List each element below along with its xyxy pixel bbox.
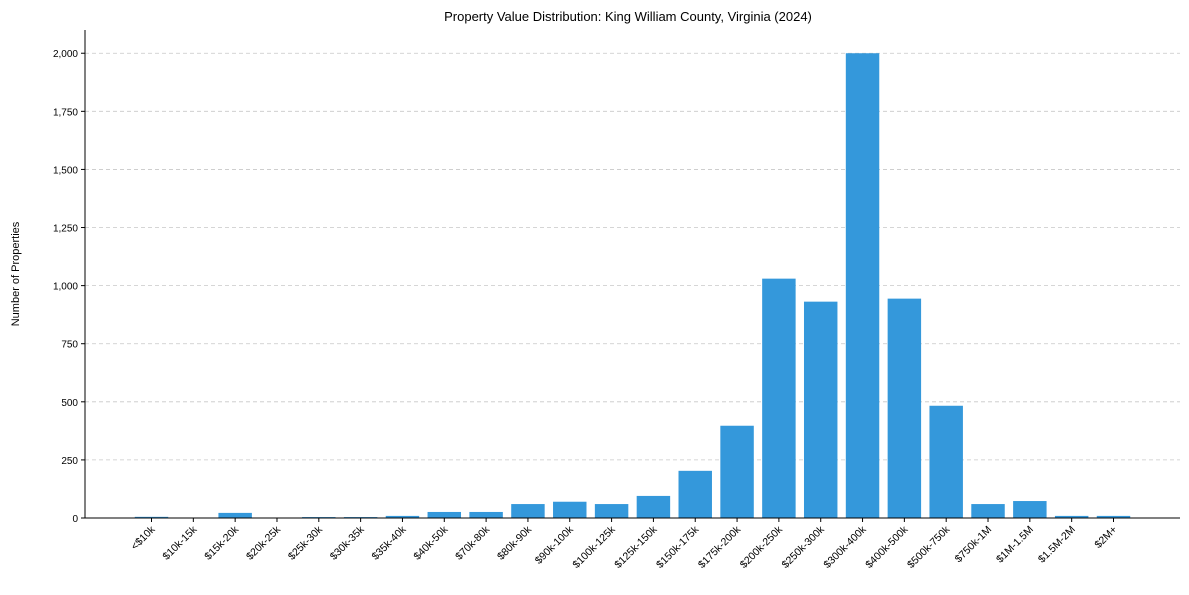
x-tick-label: $400k-500k [863, 523, 911, 571]
x-tick-label: $1.5M-2M [1036, 524, 1078, 566]
x-tick-label: $35k-40k [370, 523, 410, 563]
x-tick-label: $90k-100k [533, 523, 577, 567]
y-tick-label: 0 [72, 514, 78, 525]
bar [887, 298, 922, 518]
x-tick-label: $200k-250k [738, 523, 786, 571]
x-tick-label: $40k-50k [411, 523, 451, 563]
y-tick-label: 1,000 [53, 282, 78, 293]
y-tick-label: 1,250 [53, 224, 78, 235]
bar [218, 512, 252, 518]
x-tick-label: $10k-15k [160, 523, 200, 563]
x-tick-label: $300k-400k [821, 523, 869, 571]
x-tick-label: $100k-125k [570, 523, 618, 571]
y-tick-label: 500 [61, 398, 78, 409]
bar [803, 301, 838, 518]
x-tick-label: $1M-1.5M [994, 524, 1036, 566]
y-tick-label: 1,750 [53, 107, 78, 118]
x-tick-label: $750k-1M [953, 524, 995, 566]
x-tick-label: $25k-30k [286, 523, 326, 563]
x-tick-label: $80k-90k [495, 523, 535, 563]
bar [929, 405, 963, 518]
x-tick-label: $15k-20k [202, 523, 242, 563]
bar [720, 425, 754, 518]
y-tick-label: 250 [61, 456, 78, 467]
bar [1054, 515, 1089, 518]
x-tick-label: $20k-25k [244, 523, 284, 563]
bar [469, 511, 503, 518]
bar [1013, 501, 1047, 518]
x-tick-label: $30k-35k [328, 523, 368, 563]
bar [427, 511, 462, 518]
y-axis-label: Number of Properties [10, 221, 22, 326]
chart-title: Property Value Distribution: King Willia… [444, 9, 812, 24]
bar [845, 53, 880, 518]
y-tick-label: 750 [61, 340, 78, 351]
y-tick-label: 2,000 [53, 49, 78, 60]
bar [553, 501, 587, 518]
bar [134, 516, 169, 518]
x-tick-label: $500k-750k [905, 523, 953, 571]
x-tick-label: $175k-200k [696, 523, 744, 571]
bar [385, 515, 420, 518]
bar [971, 504, 1005, 518]
y-tick-label: 1,500 [53, 165, 78, 176]
x-tick-label: $250k-300k [780, 523, 828, 571]
x-tick-label: <$10k [129, 523, 158, 552]
bar [636, 495, 671, 518]
x-tick-label: $125k-150k [612, 523, 660, 571]
x-tick-label: $70k-80k [453, 523, 493, 563]
bar [762, 278, 796, 518]
bar [594, 504, 629, 518]
bar [678, 470, 712, 518]
bar [1096, 515, 1131, 518]
bar [511, 504, 545, 518]
x-tick-label: $150k-175k [654, 523, 702, 571]
x-tick-label: $2M+ [1092, 524, 1119, 551]
